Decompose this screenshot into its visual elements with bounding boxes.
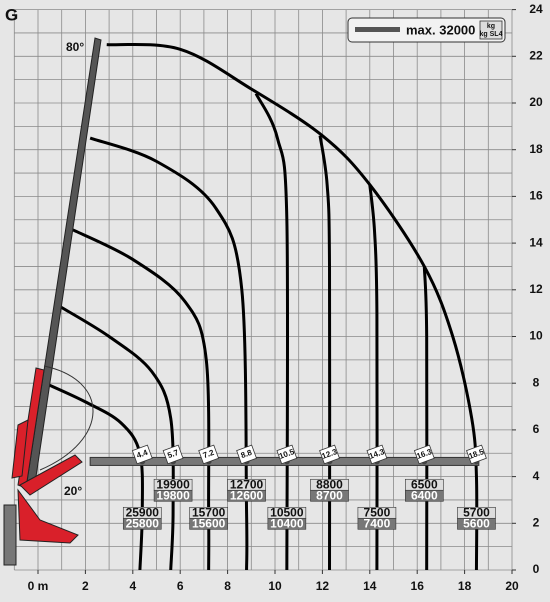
load-label: 5700 <box>463 505 490 519</box>
load-label: 12600 <box>230 488 264 502</box>
max-box: max. 32000 kg kg SL4 <box>347 17 506 43</box>
load-label: 25900 <box>126 505 160 519</box>
max-icon <box>355 27 400 32</box>
load-curve <box>318 135 332 571</box>
boom <box>25 37 102 491</box>
y-tick-label: 20 <box>529 95 543 109</box>
load-label: 7400 <box>364 516 391 530</box>
load-curve <box>368 184 379 571</box>
reach-tag <box>198 444 220 465</box>
chart-title: G <box>5 5 18 24</box>
load-label: 12700 <box>230 477 264 491</box>
reach-label: 4.4 <box>135 448 149 460</box>
load-label: 15700 <box>192 505 226 519</box>
x-tick-label: 18 <box>458 579 472 593</box>
reach-tag <box>236 444 257 465</box>
x-tick-label: 2 <box>82 579 89 593</box>
x-tick-label: 6 <box>177 579 184 593</box>
column <box>11 419 29 479</box>
load-label: 5600 <box>463 516 490 530</box>
load-label: 8800 <box>316 477 343 491</box>
crane <box>3 37 102 566</box>
x-tick-label: 12 <box>316 579 330 593</box>
x-tick-label: 8 <box>224 579 231 593</box>
y-tick-label: 2 <box>533 515 540 529</box>
load-label: 8700 <box>316 488 343 502</box>
load-label: 6500 <box>411 477 438 491</box>
x-tick-label: 0 m <box>28 579 49 593</box>
reach-tag <box>366 444 388 465</box>
x-tick-label: 14 <box>363 579 377 593</box>
reach-tag <box>276 444 298 465</box>
y-tick-label: 10 <box>529 329 543 343</box>
load-box <box>227 489 266 502</box>
load-curve <box>58 304 175 571</box>
y-tick-label: 12 <box>529 282 543 296</box>
angle-label: 20° <box>64 484 82 498</box>
reach-tag <box>162 444 184 465</box>
load-curve <box>106 42 479 571</box>
arc <box>39 365 94 471</box>
load-label: 10500 <box>270 505 304 519</box>
load-label: 7500 <box>364 505 391 519</box>
load-label: 19800 <box>156 488 190 502</box>
load-label: 10400 <box>270 516 304 530</box>
load-curve <box>254 92 290 571</box>
y-tick-label: 14 <box>529 235 543 249</box>
arm <box>19 454 83 496</box>
y-tick-label: 16 <box>529 189 543 203</box>
reach-label: 7.2 <box>202 448 216 460</box>
unit-label: kg <box>487 23 495 30</box>
load-box <box>357 517 397 530</box>
load-curve <box>422 266 429 571</box>
mast <box>3 504 17 566</box>
x-tick-label: 16 <box>411 579 425 593</box>
y-tick-label: 22 <box>529 48 543 62</box>
max-label: max. 32000 <box>406 22 475 37</box>
base <box>17 488 79 544</box>
reach-tag <box>131 444 153 465</box>
angle-label: 80° <box>66 40 84 54</box>
load-box <box>405 489 444 502</box>
load-box <box>267 517 307 530</box>
load-label: 6400 <box>411 488 438 502</box>
load-label: 15600 <box>192 516 226 530</box>
y-tick-label: 18 <box>529 142 543 156</box>
max-frame <box>347 17 506 43</box>
load-box <box>122 517 162 530</box>
load-label: 19900 <box>156 477 190 491</box>
reach-tag <box>319 444 340 465</box>
y-tick-label: 6 <box>533 422 540 436</box>
x-tick-label: 20 <box>505 579 519 593</box>
reach-tag <box>466 444 487 465</box>
load-curve <box>89 136 249 571</box>
reach-label: 5.7 <box>166 448 180 460</box>
load-label: 25800 <box>126 516 160 530</box>
unit-label: kg SL4 <box>480 31 503 38</box>
y-tick-label: 0 <box>533 562 540 576</box>
load-box <box>457 517 496 530</box>
x-tick-label: 4 <box>129 579 136 593</box>
y-tick-label: 8 <box>533 375 540 389</box>
load-box <box>153 489 193 502</box>
reach-tags: 4.4 5.7 7.2 8.8 10.5 12.3 14.3 16.3 18.5 <box>131 444 487 465</box>
y-tick-label: 24 <box>529 2 543 16</box>
reach-label: 8.8 <box>240 448 254 460</box>
unit-box <box>479 20 503 40</box>
reach-tag <box>413 444 435 465</box>
load-box <box>310 489 349 502</box>
load-box <box>189 517 228 530</box>
x-tick-label: 10 <box>268 579 282 593</box>
curves <box>44 42 479 571</box>
y-tick-label: 4 <box>533 469 540 483</box>
